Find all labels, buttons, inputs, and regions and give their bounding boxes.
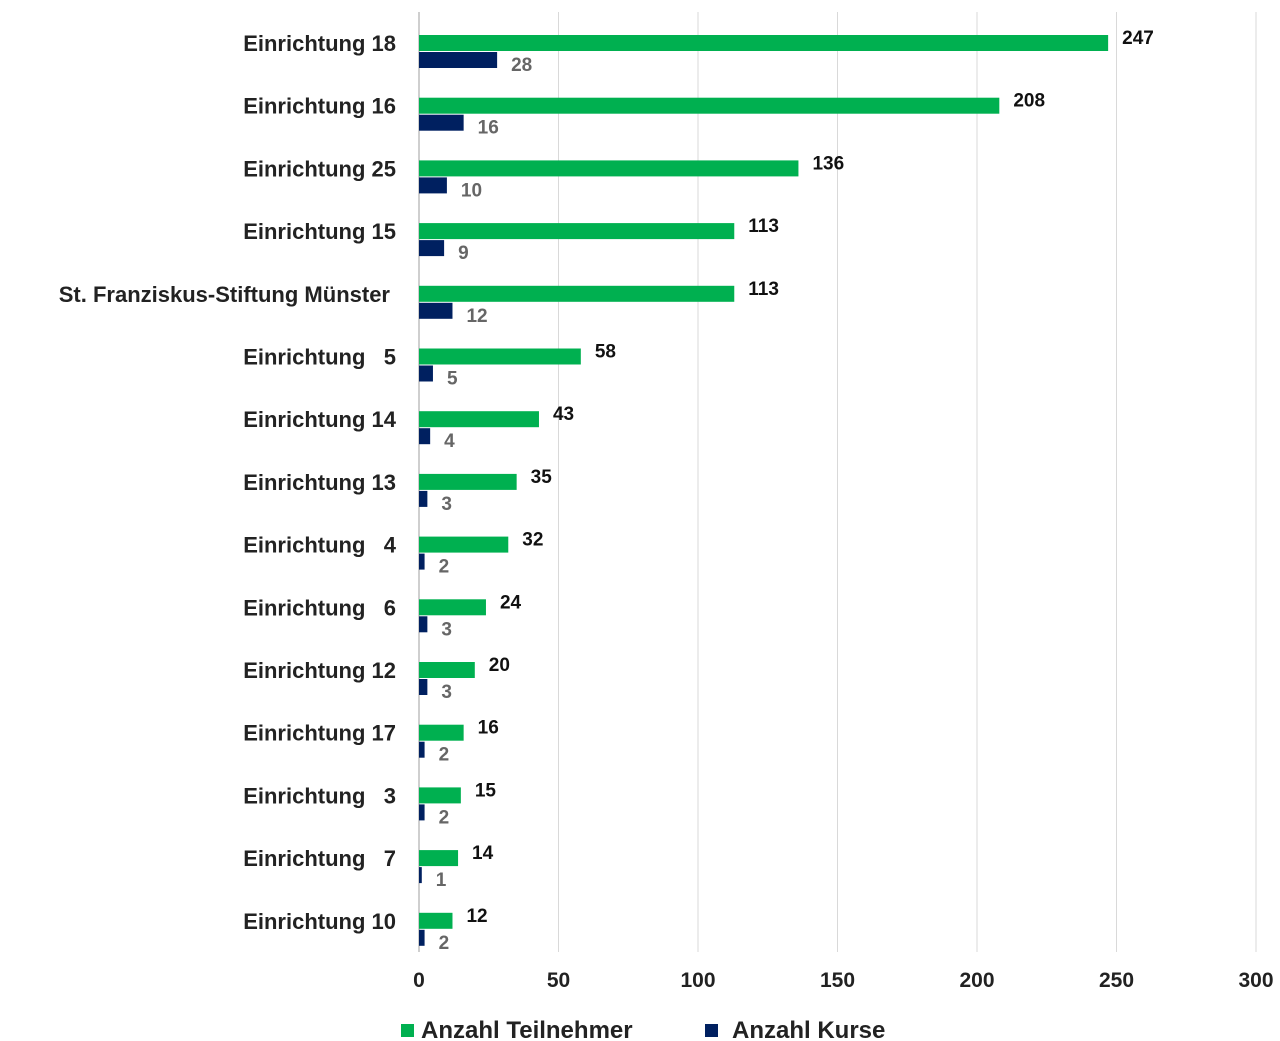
bar-kurse	[419, 177, 447, 194]
bar-kurse	[419, 240, 445, 257]
x-tick-label: 100	[680, 969, 715, 992]
bar-kurse	[419, 616, 428, 633]
bar-kurse	[419, 867, 422, 884]
category-label: Einrichtung 4	[243, 533, 397, 558]
data-label-teilnehmer: 113	[748, 279, 779, 300]
legend-swatch-teilnehmer	[401, 1024, 414, 1037]
data-label-kurse: 2	[439, 933, 450, 954]
data-label-kurse: 3	[441, 494, 452, 515]
data-label-teilnehmer: 35	[531, 467, 553, 488]
category-label: Einrichtung 14	[243, 407, 397, 432]
data-label-teilnehmer: 32	[522, 530, 543, 551]
category-label: Einrichtung 25	[243, 156, 396, 181]
data-label-kurse: 10	[461, 180, 482, 201]
x-tick-label: 0	[413, 969, 425, 992]
data-label-teilnehmer: 208	[1013, 91, 1045, 112]
bar-kurse	[419, 490, 428, 507]
bar-teilnehmer	[419, 223, 735, 240]
bar-teilnehmer	[419, 473, 517, 490]
x-tick-label: 250	[1099, 969, 1134, 992]
data-label-teilnehmer: 247	[1122, 28, 1154, 49]
data-label-teilnehmer: 136	[812, 153, 844, 174]
data-label-kurse: 5	[447, 369, 458, 390]
data-label-kurse: 2	[439, 557, 450, 578]
data-label-kurse: 28	[511, 55, 532, 76]
bar-teilnehmer	[419, 348, 581, 365]
category-label: St. Franziskus-Stiftung Münster	[59, 282, 391, 307]
data-label-teilnehmer: 43	[553, 404, 574, 425]
bar-teilnehmer	[419, 599, 486, 616]
data-label-kurse: 3	[441, 682, 452, 703]
category-label: Einrichtung 6	[243, 595, 396, 620]
data-label-kurse: 2	[439, 807, 450, 828]
bar-kurse	[419, 553, 425, 570]
category-label: Einrichtung 3	[243, 783, 396, 808]
legend-label-kurse: Anzahl Kurse	[732, 1017, 885, 1041]
category-label: Einrichtung 16	[243, 94, 396, 119]
data-label-kurse: 1	[436, 870, 447, 891]
bar-kurse	[419, 741, 425, 758]
category-label: Einrichtung 15	[243, 219, 396, 244]
data-label-teilnehmer: 12	[466, 906, 487, 927]
bar-kurse	[419, 114, 464, 131]
bar-teilnehmer	[419, 285, 735, 302]
data-label-teilnehmer: 16	[478, 718, 499, 739]
x-axis-ticks: 0 50 100 150 200 250 300	[413, 969, 1273, 992]
data-label-kurse: 2	[439, 745, 450, 766]
data-label-kurse: 16	[478, 118, 499, 139]
x-tick-label: 150	[820, 969, 855, 992]
category-label: Einrichtung 18	[243, 31, 396, 56]
bar-teilnehmer	[419, 35, 1109, 51]
category-label: Einrichtung 5	[243, 345, 396, 370]
bar-teilnehmer	[419, 160, 799, 177]
data-label-teilnehmer: 24	[500, 592, 522, 613]
bar-teilnehmer	[419, 724, 464, 741]
category-label: Einrichtung 10	[243, 909, 396, 934]
bar-kurse	[419, 52, 498, 68]
bar-teilnehmer	[419, 536, 509, 553]
bar-kurse	[419, 804, 425, 821]
category-label: Einrichtung 12	[243, 658, 396, 683]
x-tick-label: 50	[547, 969, 570, 992]
data-label-kurse: 12	[466, 306, 487, 327]
data-label-teilnehmer: 113	[748, 216, 779, 237]
category-labels: Einrichtung 18 Einrichtung 16 Einrichtung …	[59, 31, 397, 934]
bar-teilnehmer	[419, 912, 453, 929]
data-label-kurse: 3	[441, 619, 452, 640]
bar-teilnehmer	[419, 97, 1000, 114]
bar-kurse	[419, 365, 433, 382]
bar-kurse	[419, 929, 425, 946]
legend-label-teilnehmer: Anzahl Teilnehmer	[421, 1017, 633, 1041]
data-label-teilnehmer: 58	[595, 342, 616, 363]
bar-kurse	[419, 679, 428, 695]
x-tick-label: 200	[959, 969, 994, 992]
bar-teilnehmer	[419, 787, 461, 804]
bar-teilnehmer	[419, 662, 475, 678]
bar-teilnehmer	[419, 411, 539, 428]
bars	[419, 35, 1109, 946]
data-label-teilnehmer: 14	[472, 843, 494, 864]
data-labels: 2472820816136101139113125854343533222432…	[436, 28, 1154, 954]
x-tick-label: 300	[1238, 969, 1273, 992]
data-label-teilnehmer: 15	[475, 780, 497, 801]
bar-kurse	[419, 302, 453, 319]
data-label-kurse: 4	[444, 431, 455, 452]
category-label: Einrichtung 17	[243, 721, 396, 746]
legend-swatch-kurse	[705, 1024, 718, 1037]
category-label: Einrichtung 13	[243, 470, 396, 495]
legend: Anzahl Teilnehmer Anzahl Kurse	[401, 1017, 885, 1041]
bar-teilnehmer	[419, 850, 459, 867]
data-label-kurse: 9	[458, 243, 469, 264]
category-label: Einrichtung 7	[243, 846, 396, 871]
bar-kurse	[419, 428, 431, 445]
data-label-teilnehmer: 20	[489, 655, 510, 676]
